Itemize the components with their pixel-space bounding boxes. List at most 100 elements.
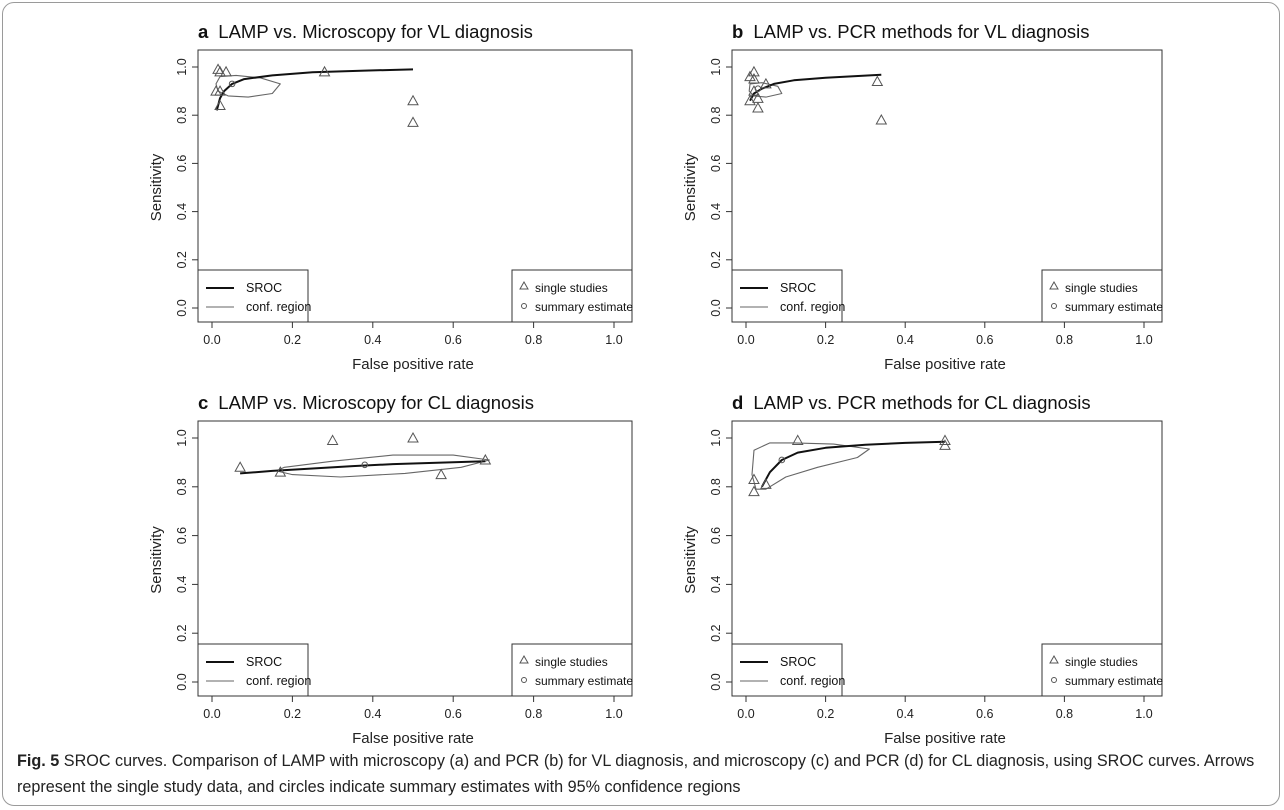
panel-title: a LAMP vs. Microscopy for VL diagnosis — [198, 21, 533, 42]
x-tick-label: 0.8 — [1056, 707, 1073, 721]
legend-study-swatch — [1049, 654, 1059, 664]
study-point — [318, 65, 331, 77]
legend-summary-swatch — [521, 303, 527, 309]
x-tick-label: 0.4 — [897, 333, 914, 347]
y-tick-label: 0.6 — [709, 527, 723, 544]
legend-region-label: conf. region — [246, 300, 311, 314]
panel-letter: d — [732, 392, 743, 413]
study-point — [939, 439, 951, 450]
legend-points: single studies summary estimate — [1041, 643, 1163, 697]
legend-region-label: conf. region — [780, 300, 845, 314]
x-tick-label: 0.6 — [445, 707, 462, 721]
x-tick-label: 1.0 — [605, 333, 622, 347]
sroc-curve — [215, 68, 414, 111]
summary-point — [361, 461, 369, 469]
x-tick-label: 0.0 — [737, 333, 754, 347]
x-tick-label: 0.4 — [897, 707, 914, 721]
summary-point — [754, 85, 762, 92]
conf-region — [751, 442, 870, 490]
x-axis-label: False positive rate — [884, 730, 1006, 747]
x-tick-label: 0.0 — [203, 333, 220, 347]
sroc-curve — [761, 440, 946, 488]
study-point — [479, 453, 492, 465]
x-tick-label: 0.8 — [1056, 333, 1073, 347]
legend-points: single studies summary estimate — [511, 269, 633, 323]
panel-letter: a — [198, 21, 209, 42]
legend-study-label: single studies — [535, 655, 608, 669]
conf-region — [275, 454, 490, 478]
y-tick-label: 0.6 — [175, 155, 189, 172]
y-tick-label: 0.2 — [709, 251, 723, 268]
x-tick-label: 0.2 — [284, 333, 301, 347]
legend-box — [731, 643, 843, 697]
y-tick-label: 0.0 — [175, 673, 189, 690]
x-tick-label: 0.2 — [284, 707, 301, 721]
study-point — [875, 113, 888, 125]
legend-sroc-label: SROC — [780, 281, 816, 295]
study-point — [744, 94, 756, 106]
conf-region — [748, 82, 783, 98]
y-tick-label: 0.8 — [709, 478, 723, 495]
study-point — [760, 77, 772, 89]
y-tick-label: 0.0 — [175, 299, 189, 316]
x-tick-label: 1.0 — [1135, 333, 1152, 347]
legend-study-swatch — [519, 654, 529, 664]
study-point — [748, 473, 760, 484]
panel-b: b LAMP vs. PCR methods for VL diagnosis 0.… — [682, 21, 1163, 373]
legend-sroc-label: SROC — [246, 655, 282, 669]
panel-title: c LAMP vs. Microscopy for CL diagnosis — [198, 392, 534, 413]
summary-point — [228, 80, 236, 88]
y-axis-label: Sensitivity — [148, 153, 165, 221]
x-tick-label: 0.2 — [817, 707, 834, 721]
study-point — [220, 65, 232, 77]
legend-sroc-label: SROC — [780, 655, 816, 669]
y-tick-label: 0.4 — [709, 576, 723, 593]
x-tick-label: 0.6 — [976, 707, 993, 721]
legend-box — [197, 643, 309, 697]
study-point — [871, 75, 884, 86]
study-point — [760, 478, 772, 489]
legend-points: single studies summary estimate — [1041, 269, 1163, 323]
legend-points: single studies summary estimate — [511, 643, 633, 697]
legend-sroc-label: SROC — [246, 281, 282, 295]
legend-summary-label: summary estimate — [535, 674, 633, 688]
study-point — [748, 485, 760, 497]
panel-title-text: LAMP vs. PCR methods for VL diagnosis — [753, 21, 1089, 42]
x-tick-label: 0.4 — [364, 333, 381, 347]
legend-study-swatch — [1049, 280, 1059, 290]
legend-summary-label: summary estimate — [1065, 300, 1163, 314]
legend-box — [511, 643, 633, 697]
study-point — [407, 116, 419, 127]
legend-lines: SROC conf. region — [197, 269, 311, 323]
legend-lines: SROC conf. region — [197, 643, 311, 697]
study-point — [234, 461, 246, 472]
x-tick-label: 1.0 — [605, 707, 622, 721]
study-point — [212, 63, 224, 74]
x-tick-label: 0.6 — [445, 333, 462, 347]
legend-box — [511, 269, 633, 323]
study-point — [939, 434, 951, 445]
sroc-figure: a LAMP vs. Microscopy for VL diagnosis 0.0… — [148, 21, 1163, 747]
y-tick-label: 0.8 — [175, 478, 189, 495]
study-point — [435, 468, 447, 480]
study-point — [407, 431, 419, 443]
y-tick-label: 1.0 — [709, 429, 723, 446]
y-tick-label: 0.0 — [709, 673, 723, 690]
legend-study-label: single studies — [1065, 281, 1138, 295]
y-tick-label: 0.2 — [709, 624, 723, 641]
study-point — [748, 85, 760, 96]
y-tick-label: 0.4 — [175, 203, 189, 220]
panel-letter: c — [198, 392, 208, 413]
panel-title: b LAMP vs. PCR methods for VL diagnosis — [732, 21, 1090, 42]
y-tick-label: 0.2 — [175, 251, 189, 268]
legend-study-swatch — [519, 280, 529, 290]
y-tick-label: 0.4 — [175, 576, 189, 593]
caption-label: Fig. 5 — [17, 752, 60, 770]
x-tick-label: 0.8 — [525, 333, 542, 347]
study-point — [748, 65, 760, 77]
y-tick-label: 1.0 — [709, 58, 723, 75]
legend-study-label: single studies — [535, 281, 608, 295]
y-axis-label: Sensitivity — [682, 526, 699, 594]
study-point — [214, 85, 226, 96]
study-point — [274, 466, 287, 477]
